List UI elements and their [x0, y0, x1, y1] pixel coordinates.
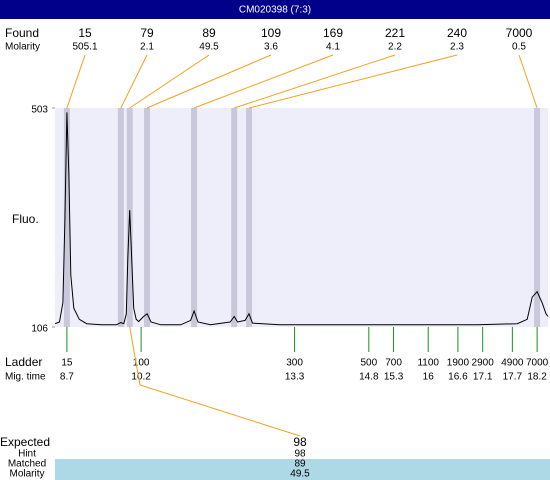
found-size: 221 [385, 26, 405, 40]
ladder-time: 13.3 [285, 372, 305, 383]
mig-time-label: Mig. time [5, 372, 46, 383]
peak-connector [66, 54, 86, 109]
matched-band [55, 459, 550, 480]
expected-hint-label: Hint [18, 449, 36, 460]
y-axis-label: Fluo. [12, 212, 39, 226]
found-size: 15 [78, 26, 92, 40]
peak-connector [193, 54, 334, 109]
ladder-label: Ladder [5, 355, 42, 369]
expected-value: 98 [293, 435, 307, 449]
ladder-size: 15 [61, 358, 73, 369]
found-molarity: 4.1 [326, 42, 340, 53]
found-molarity: 3.6 [264, 42, 278, 53]
expected-matched-label: Matched [8, 459, 46, 470]
ladder-time: 15.3 [384, 372, 404, 383]
peak-connector [129, 54, 210, 109]
ladder-time: 14.8 [359, 372, 379, 383]
peak-connector [120, 54, 148, 109]
ladder-time: 16.6 [448, 372, 468, 383]
peak-stripe [246, 108, 253, 327]
peak-stripe [534, 108, 541, 327]
y-tick-label: 106 [31, 324, 48, 335]
peak-connector [248, 54, 458, 109]
ladder-size: 500 [360, 358, 377, 369]
found-label: Found [5, 26, 39, 40]
found-size: 169 [323, 26, 343, 40]
expected-label: Expected [0, 435, 50, 449]
peak-stripe [63, 108, 70, 327]
expected-matched: 89 [294, 459, 306, 470]
found-size: 240 [447, 26, 467, 40]
ladder-size: 1100 [417, 358, 439, 369]
peak-stripe [191, 108, 198, 327]
ladder-time: 10.2 [131, 372, 151, 383]
peak-connector [518, 54, 538, 109]
ladder-size: 700 [385, 358, 402, 369]
peak-stripe [144, 108, 151, 327]
expected-molarity: 49.5 [290, 469, 310, 480]
found-molarity: 49.5 [199, 42, 219, 53]
expected-connector [129, 326, 301, 437]
title-bar [0, 0, 550, 19]
trace [54, 112, 549, 326]
ladder-time: 17.1 [473, 372, 493, 383]
found-molarity: 2.3 [450, 42, 464, 53]
molarity-label: Molarity [5, 42, 40, 53]
ladder-size: 100 [133, 358, 150, 369]
ladder-time: 17.7 [503, 372, 523, 383]
ladder-size: 300 [286, 358, 303, 369]
found-molarity: 2.2 [388, 42, 402, 53]
ladder-size: 2900 [472, 358, 495, 369]
found-molarity: 505.1 [72, 42, 97, 53]
ladder-time: 18.2 [527, 372, 547, 383]
found-size: 109 [261, 26, 281, 40]
ladder-size: 1900 [447, 358, 470, 369]
expected-molarity-label: Molarity [9, 469, 44, 480]
title: CM020398 (7:3) [239, 5, 311, 16]
ladder-time: 16 [423, 372, 435, 383]
plot-area [55, 108, 548, 327]
found-molarity: 0.5 [512, 42, 526, 53]
ladder-time: 8.7 [60, 372, 74, 383]
peak-stripe [231, 108, 238, 327]
peak-connector [234, 54, 396, 109]
found-size: 7000 [506, 26, 533, 40]
ladder-size: 7000 [526, 358, 549, 369]
found-size: 79 [140, 26, 154, 40]
found-size: 89 [202, 26, 216, 40]
expected-hint: 98 [294, 449, 306, 460]
y-tick-label: 503 [31, 105, 48, 116]
peak-stripe [117, 108, 124, 327]
peak-connector [146, 54, 272, 109]
found-molarity: 2.1 [140, 42, 154, 53]
ladder-size: 4900 [501, 358, 524, 369]
